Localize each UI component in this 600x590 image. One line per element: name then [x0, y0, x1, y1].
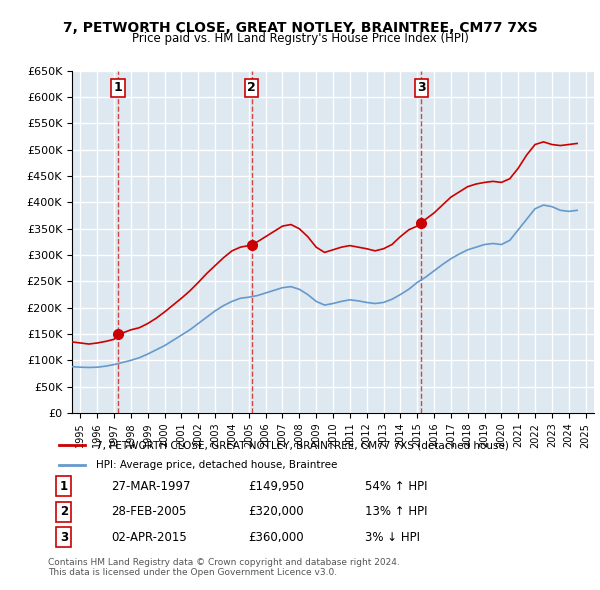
Text: £360,000: £360,000 — [248, 530, 304, 543]
Text: Price paid vs. HM Land Registry's House Price Index (HPI): Price paid vs. HM Land Registry's House … — [131, 32, 469, 45]
Text: £149,950: £149,950 — [248, 480, 305, 493]
Text: 3: 3 — [60, 530, 68, 543]
Text: 2: 2 — [60, 505, 68, 518]
Text: This data is licensed under the Open Government Licence v3.0.: This data is licensed under the Open Gov… — [48, 568, 337, 576]
Text: 3: 3 — [417, 81, 426, 94]
Text: HPI: Average price, detached house, Braintree: HPI: Average price, detached house, Brai… — [95, 460, 337, 470]
Text: £320,000: £320,000 — [248, 505, 304, 518]
Text: 27-MAR-1997: 27-MAR-1997 — [112, 480, 191, 493]
Text: Contains HM Land Registry data © Crown copyright and database right 2024.: Contains HM Land Registry data © Crown c… — [48, 558, 400, 566]
Text: 28-FEB-2005: 28-FEB-2005 — [112, 505, 187, 518]
Text: 3% ↓ HPI: 3% ↓ HPI — [365, 530, 420, 543]
Text: 54% ↑ HPI: 54% ↑ HPI — [365, 480, 427, 493]
Text: 2: 2 — [247, 81, 256, 94]
Text: 1: 1 — [113, 81, 122, 94]
Text: 7, PETWORTH CLOSE, GREAT NOTLEY, BRAINTREE, CM77 7XS (detached house): 7, PETWORTH CLOSE, GREAT NOTLEY, BRAINTR… — [95, 440, 508, 450]
Text: 13% ↑ HPI: 13% ↑ HPI — [365, 505, 427, 518]
Text: 1: 1 — [60, 480, 68, 493]
Text: 7, PETWORTH CLOSE, GREAT NOTLEY, BRAINTREE, CM77 7XS: 7, PETWORTH CLOSE, GREAT NOTLEY, BRAINTR… — [62, 21, 538, 35]
Text: 02-APR-2015: 02-APR-2015 — [112, 530, 187, 543]
